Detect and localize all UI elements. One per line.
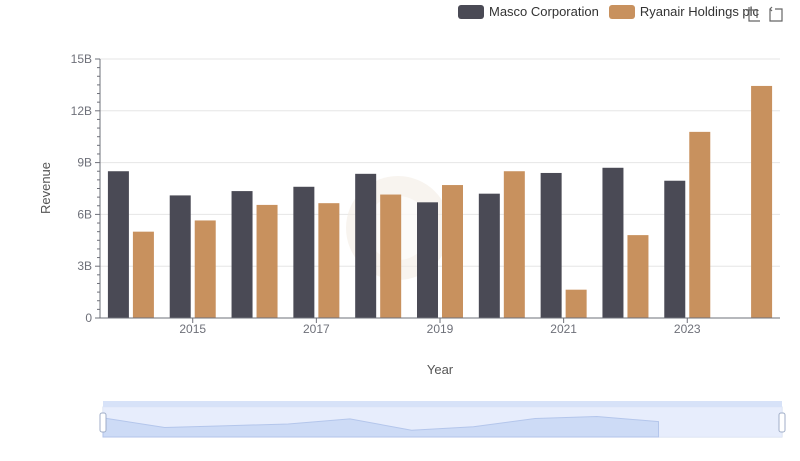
restore-icon[interactable] [767,6,783,22]
legend-label-ryanair: Ryanair Holdings plc [639,4,760,19]
legend-swatch-masco [458,4,484,19]
axes-group: 0 3B 6B 9B 12B 15B 2015 2017 2019 2021 2023 [71,52,780,336]
bar-masco-2017[interactable] [293,186,315,318]
legend-swatch-ryanair [608,4,635,19]
datazoom-left-handle[interactable] [99,412,107,433]
bar-masco-2022[interactable] [602,167,624,318]
y-tick-label: 0 [85,311,92,325]
bar-masco-2015[interactable] [169,195,191,318]
bar-ryanair-2014[interactable] [132,231,154,318]
bar-ryanair-2019[interactable] [442,185,463,318]
legend-item-masco[interactable]: Masco Corporation [458,4,599,19]
bar-ryanair-2018[interactable] [380,194,402,318]
bar-masco-2014[interactable] [107,171,129,318]
bar-masco-2018[interactable] [355,173,377,318]
y-axis-label: Revenue [38,162,53,214]
x-tick-label: 2019 [427,322,454,336]
x-tick-label: 2021 [550,322,577,336]
datazoom-move-handle[interactable] [103,401,782,407]
bar-ryanair-2024[interactable] [751,85,773,318]
zoom-icon[interactable] [745,6,761,22]
legend: Masco Corporation Ryanair Holdings plc [458,4,769,19]
bar-ryanair-2020[interactable] [503,171,525,318]
bar-ryanair-2021[interactable] [565,289,587,318]
bar-masco-2016[interactable] [231,191,253,318]
datazoom-right-handle[interactable] [778,412,786,433]
y-tick-label: 9B [77,156,92,170]
datazoom-preview [102,415,660,438]
legend-item-ryanair[interactable]: Ryanair Holdings plc [608,4,760,19]
bar-masco-2019[interactable] [417,202,438,318]
bar-masco-2021[interactable] [540,172,562,318]
bars-group [107,85,773,318]
bar-masco-2023[interactable] [664,180,686,318]
bar-masco-2020[interactable] [478,193,500,318]
bar-ryanair-2022[interactable] [627,235,649,318]
y-tick-label: 6B [77,207,92,221]
bar-ryanair-2015[interactable] [194,220,216,318]
y-tick-label: 3B [77,259,92,273]
legend-label-masco: Masco Corporation [489,4,599,19]
y-tick-label: 15B [71,52,92,66]
x-tick-label: 2023 [674,322,701,336]
datazoom-slider[interactable] [99,401,786,438]
x-tick-label: 2017 [303,322,330,336]
y-tick-label: 12B [71,104,92,118]
x-axis-label: Year [427,362,454,377]
bar-ryanair-2017[interactable] [318,203,340,318]
bar-ryanair-2023[interactable] [689,131,711,318]
x-tick-label: 2015 [179,322,206,336]
bar-ryanair-2016[interactable] [256,204,278,318]
toolbox [745,6,783,22]
